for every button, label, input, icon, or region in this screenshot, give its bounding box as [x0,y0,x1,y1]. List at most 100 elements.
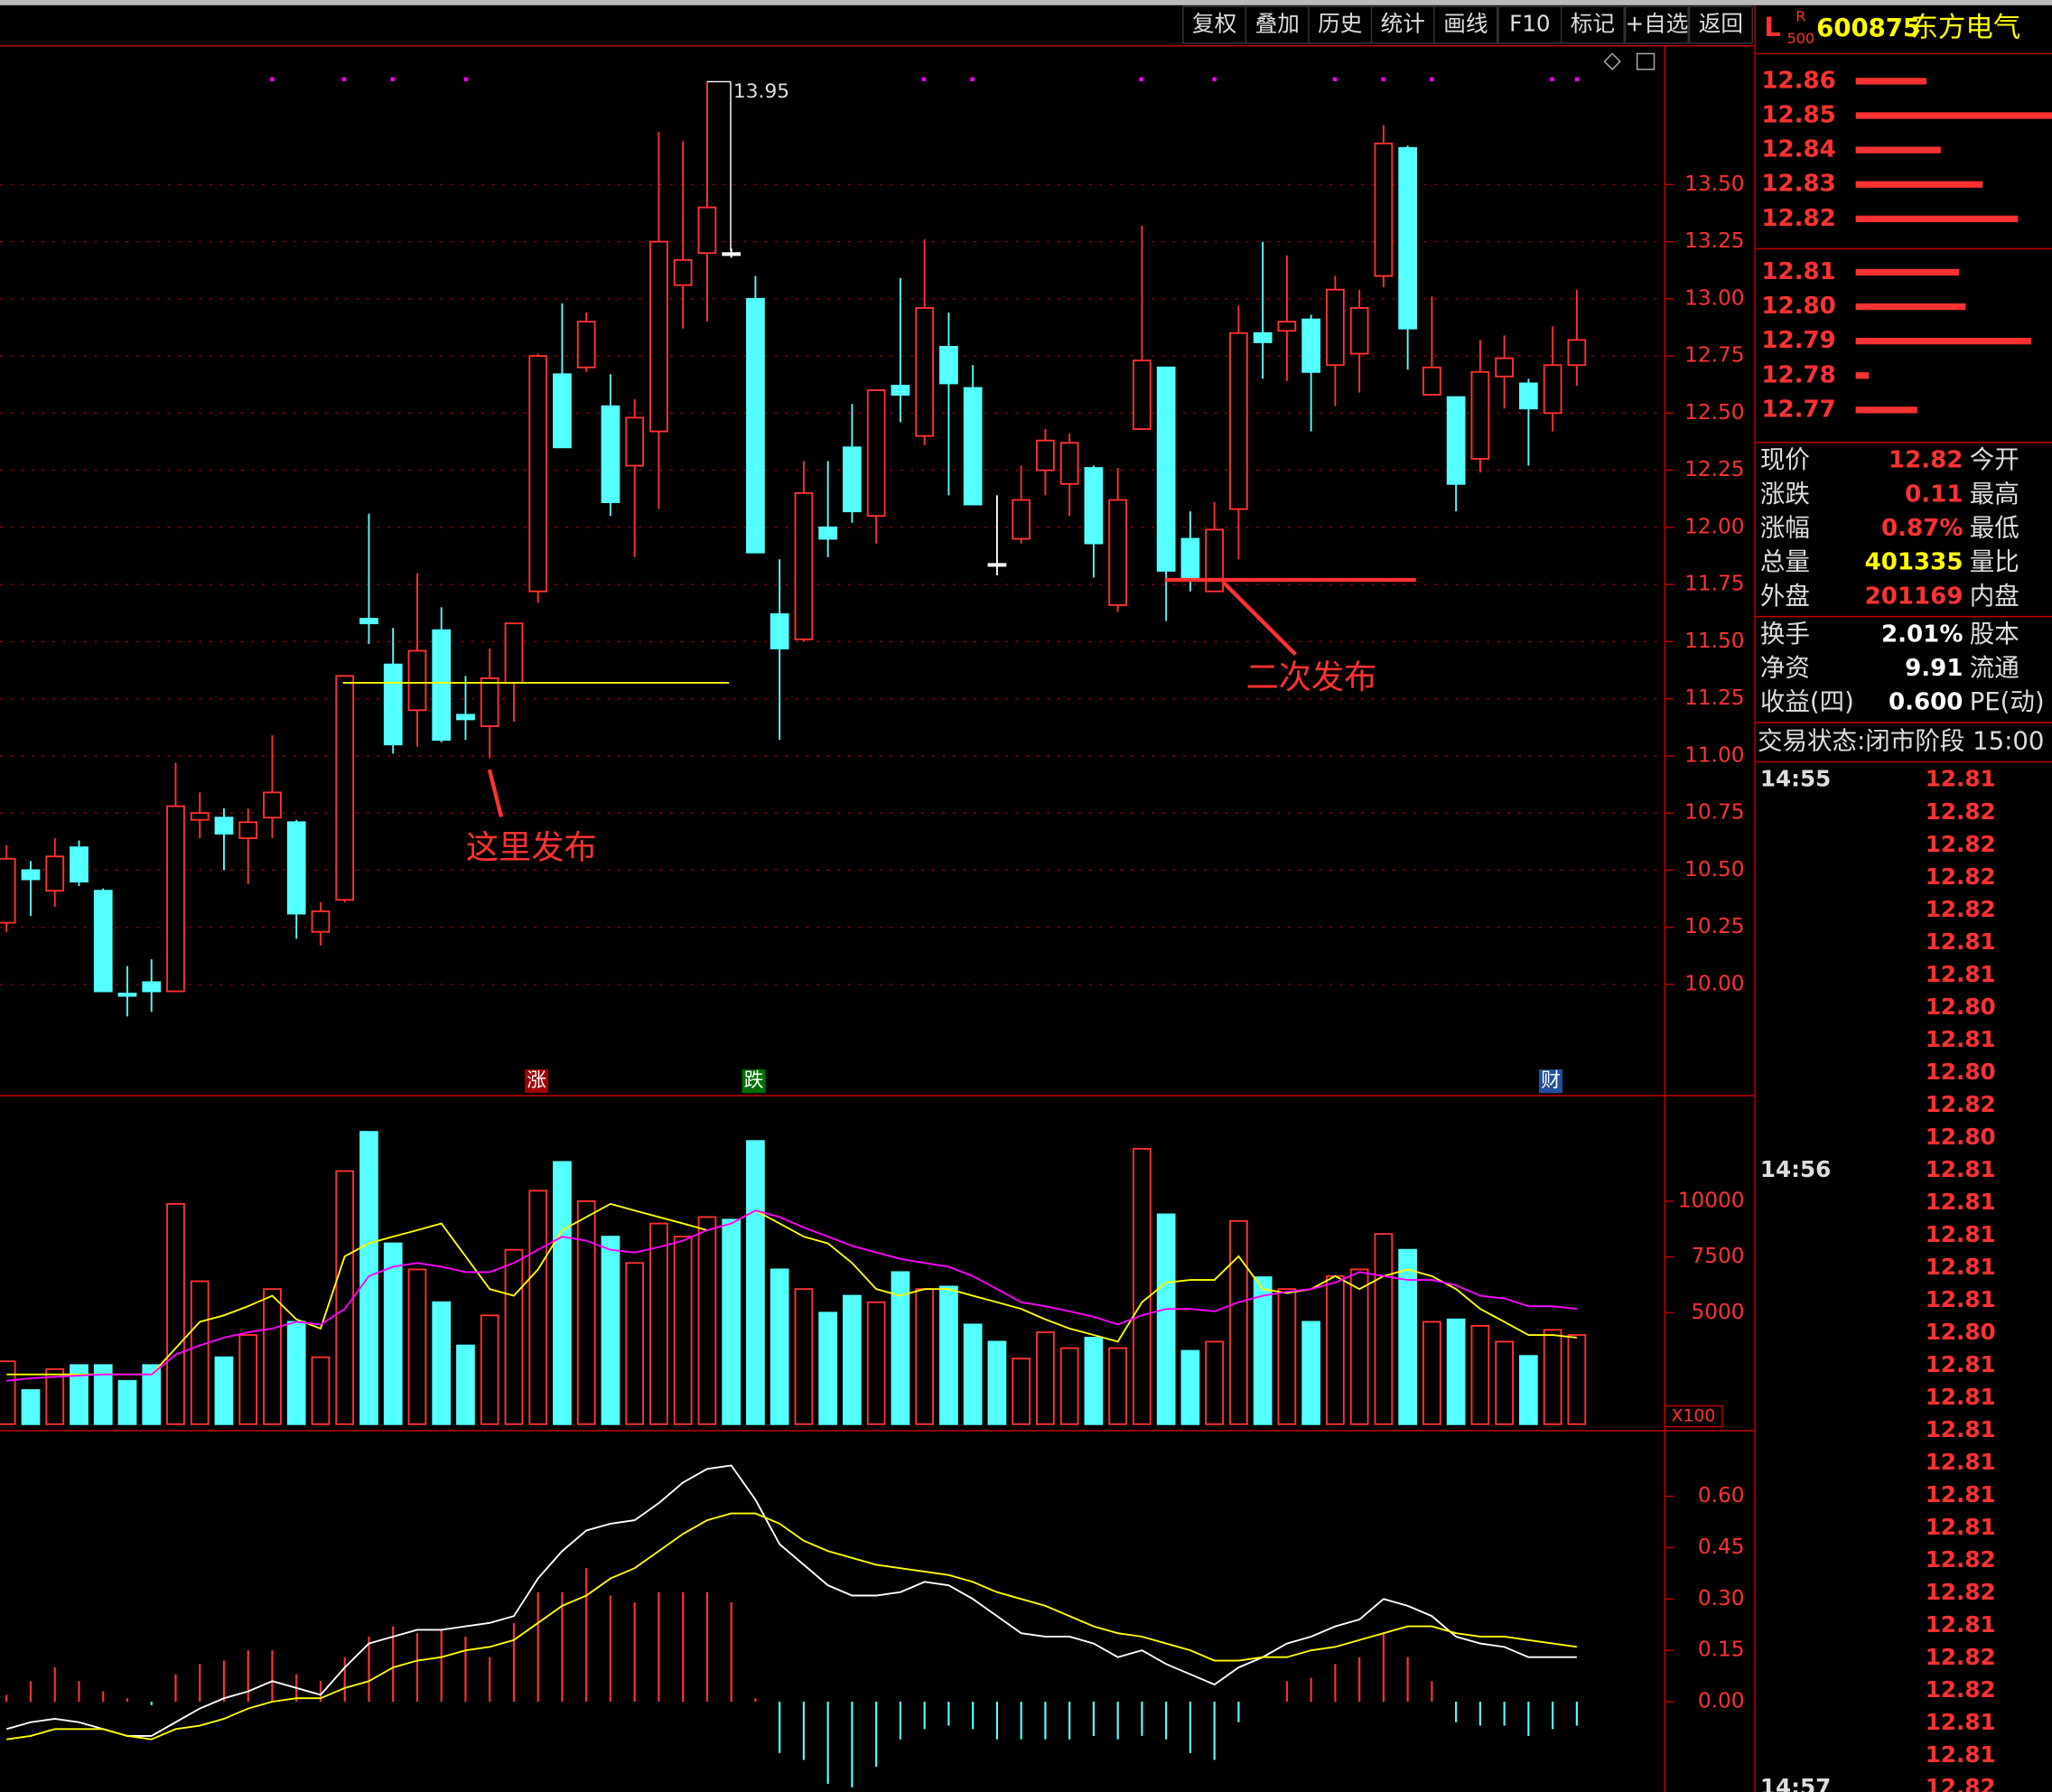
tick-price: 12.82 [1926,1774,1996,1792]
y-tick-label: 10.25 [1684,914,1744,938]
toolbar-button[interactable] [1245,5,1310,44]
toolbar-label[interactable]: 叠加 [1255,11,1300,37]
y-tick-label: 11.00 [1684,742,1744,767]
toolbar-button[interactable] [1182,5,1247,44]
candle-body [311,910,331,933]
y-tick-label: 13.25 [1684,229,1744,253]
book-price: 12.81 [1761,258,1835,285]
candle-body [1012,499,1031,540]
toolbar-label[interactable]: 复权 [1192,11,1236,37]
volume-bar [21,1389,41,1425]
tick-price: 12.80 [1926,994,1996,1020]
toolbar-label[interactable]: F10 [1509,11,1550,37]
tick-price: 12.80 [1926,1059,1996,1085]
event-dot [463,77,469,81]
book-price: 12.84 [1761,136,1835,163]
candle-body [673,258,693,286]
event-dot [1212,77,1217,81]
book-bar [1855,303,1966,311]
tick-price: 12.82 [1926,896,1996,922]
candle-body [190,812,210,821]
y-tick-label: 0.15 [1698,1638,1745,1662]
candle-body [1084,467,1104,545]
candle-body [915,307,935,437]
candle-body [93,890,113,993]
candle-body [1180,537,1200,579]
candle-body [117,993,137,997]
y-tick-label: 13.00 [1684,285,1744,310]
event-marker[interactable] [1539,1069,1563,1094]
quote-label: 量比 [1970,547,2019,576]
volume-bar [166,1202,185,1425]
y-tick-label: 0.30 [1698,1586,1745,1610]
flag: L [1764,12,1780,42]
tick-time: 14:57 [1760,1774,1831,1792]
tick-time: 14:55 [1760,766,1831,792]
candle-body [987,563,1007,567]
candle-body [214,817,234,835]
toolbar-button[interactable] [1433,5,1498,44]
volume-bar [1349,1268,1369,1425]
y-tick-label: 12.25 [1684,457,1744,481]
candle-body [1205,528,1225,593]
toolbar-button[interactable] [1624,5,1689,44]
volume-bar [528,1190,548,1425]
volume-bar [407,1268,427,1425]
stock-code: 600875 [1816,14,1920,42]
toolbar-label[interactable]: 历史 [1318,11,1362,37]
tick-price: 12.81 [1926,1611,1996,1638]
event-dot [1574,77,1580,81]
candle-body [553,373,572,449]
volume-bar [70,1364,89,1425]
book-bar [1855,112,2052,119]
volume-bar [1301,1321,1321,1425]
volume-bar [1470,1324,1490,1425]
toolbar-label[interactable]: 画线 [1443,11,1488,37]
candle-body [891,385,910,397]
quote-value: 0.87% [1881,515,1963,542]
quote-label: 外盘 [1760,582,1810,611]
candle-body [359,618,378,625]
tick-price: 12.80 [1926,1124,1996,1150]
candle-body [939,346,958,385]
event-label: 涨 [527,1069,546,1092]
candle-body [818,526,838,540]
candle-body [1470,370,1490,460]
volume-bar [891,1271,910,1425]
y-tick-label: 0.00 [1698,1689,1745,1713]
book-bar [1855,78,1926,85]
candle-body [601,405,620,503]
quote-label: 涨幅 [1760,513,1810,542]
volume-bar [383,1242,403,1425]
y-tick-label: 10.00 [1684,971,1744,995]
event-marker[interactable] [525,1069,549,1094]
toolbar-label[interactable]: 返回 [1699,11,1743,37]
toolbar-button[interactable] [1497,5,1562,44]
note-arrow [1222,581,1298,657]
volume-bar [649,1222,668,1425]
toolbar-button[interactable] [1560,5,1625,44]
candle-body [746,297,765,554]
toolbar-button[interactable] [1370,5,1435,44]
volume-bar [1133,1147,1152,1425]
tick-time: 14:56 [1760,1156,1831,1182]
toolbar-label[interactable]: 标记 [1571,11,1615,37]
unit-box [1664,1405,1723,1428]
tick-price: 12.82 [1926,798,1996,825]
toolbar-button[interactable] [1308,5,1373,44]
toolbar-label[interactable]: +自选 [1625,11,1688,37]
event-dot [1332,77,1338,81]
candle-body [1374,142,1394,277]
volume-bar [1253,1276,1273,1425]
candle-body [263,791,282,819]
event-dot [341,77,347,81]
event-marker[interactable] [742,1069,766,1094]
quote-value: 201169 [1865,583,1963,610]
volume-bar [1326,1274,1345,1425]
candle-body [1229,331,1248,510]
tick-price: 12.82 [1926,1676,1996,1703]
toolbar-button[interactable] [1688,5,1753,44]
quote-label: PE(动) [1970,687,2045,716]
toolbar-label[interactable]: 统计 [1381,11,1425,37]
